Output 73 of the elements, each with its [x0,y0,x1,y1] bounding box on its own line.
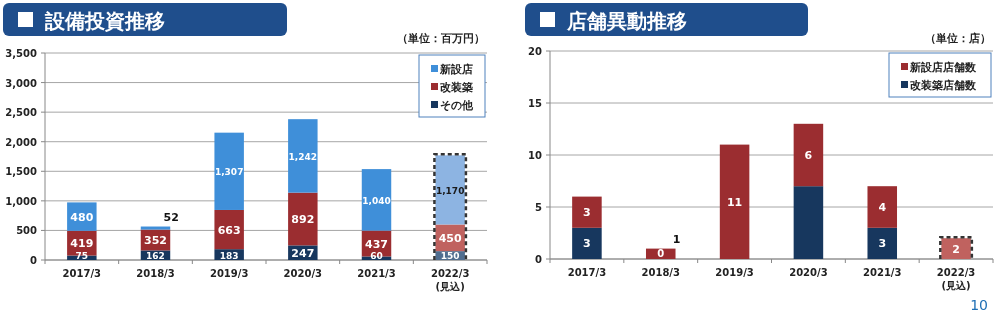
y-tick-label: 2,000 [5,136,38,148]
y-tick-label: 10 [528,150,543,161]
data-label: 162 [146,251,165,261]
data-label: 1,170 [435,185,465,196]
data-label: 450 [438,231,462,245]
data-label: 183 [219,251,239,261]
bar [435,155,465,225]
text: 10 [970,297,988,313]
data-label: 892 [291,213,315,227]
x-tick-label: 2021/3 [357,268,396,279]
bar [867,186,898,228]
bar [288,192,318,246]
data-label: 1,242 [288,151,318,162]
y-tick-label: 1,000 [5,195,38,207]
data-label: 1 [672,232,681,246]
x-tick-label: 2022/3(見込) [936,267,976,291]
data-label: 247 [291,246,315,260]
bar [719,144,750,259]
y-tick-label: 0 [30,255,38,266]
legend-label: 新設店店舗数 [909,61,977,74]
y-tick-label: 3,000 [5,77,38,89]
x-tick-label: 2019/3 [209,268,249,279]
data-label: 1,307 [214,167,244,178]
legend-label: 改装築 [440,81,473,94]
x-tick-label: 2018/3 [136,268,175,279]
legend-label: その他 [440,99,474,112]
x-tick-label: 2019/3 [715,267,754,278]
bar [214,132,244,210]
x-tick-label: 2018/3 [641,267,681,278]
bar [793,123,824,187]
legend-label: 改装築店舗数 [910,79,977,92]
data-label: 1,040 [362,195,391,206]
x-tick-label: 2017/3 [567,267,607,278]
bar [867,227,898,259]
data-label: 3 [583,237,591,251]
bar [140,226,171,230]
text: （単位：店） [925,32,991,45]
data-label: 437 [365,237,388,251]
data-label: 3 [878,237,887,251]
data-label: 3 [583,206,591,220]
y-tick-label: 5 [535,202,543,213]
data-label: 52 [163,210,179,224]
y-tick-label: 1,500 [5,166,38,178]
data-label: 2 [952,242,960,256]
bar [572,227,602,259]
data-label: 419 [70,237,94,251]
text: （単位：百万円） [397,32,485,45]
chart-title: 設備投資推移 [44,9,165,33]
data-label: 6 [804,149,813,162]
data-label: 352 [144,234,167,248]
x-tick-label: 2021/3 [863,267,902,278]
chart-title: 店舗異動推移 [566,9,687,33]
bar [361,169,392,231]
data-label: 150 [440,251,460,261]
x-tick-label: 2022/3(見込) [430,268,470,292]
data-label: 11 [726,195,743,209]
y-tick-label: 2,500 [5,107,38,119]
y-tick-label: 0 [535,254,543,265]
data-label: 480 [70,210,94,224]
bar [793,186,824,259]
y-tick-label: 20 [528,46,543,57]
bar [288,119,318,193]
x-tick-label: 2017/3 [62,268,102,279]
y-tick-label: 3,500 [5,48,38,59]
data-label: 663 [217,223,241,237]
legend-label: 新設店 [439,63,473,76]
data-label: 0 [657,248,665,259]
bar [572,196,602,228]
y-tick-label: 15 [528,98,543,109]
x-tick-label: 2020/3 [789,267,828,278]
data-label: 4 [878,201,887,214]
y-tick-label: 500 [16,225,38,237]
x-tick-label: 2020/3 [283,268,323,279]
